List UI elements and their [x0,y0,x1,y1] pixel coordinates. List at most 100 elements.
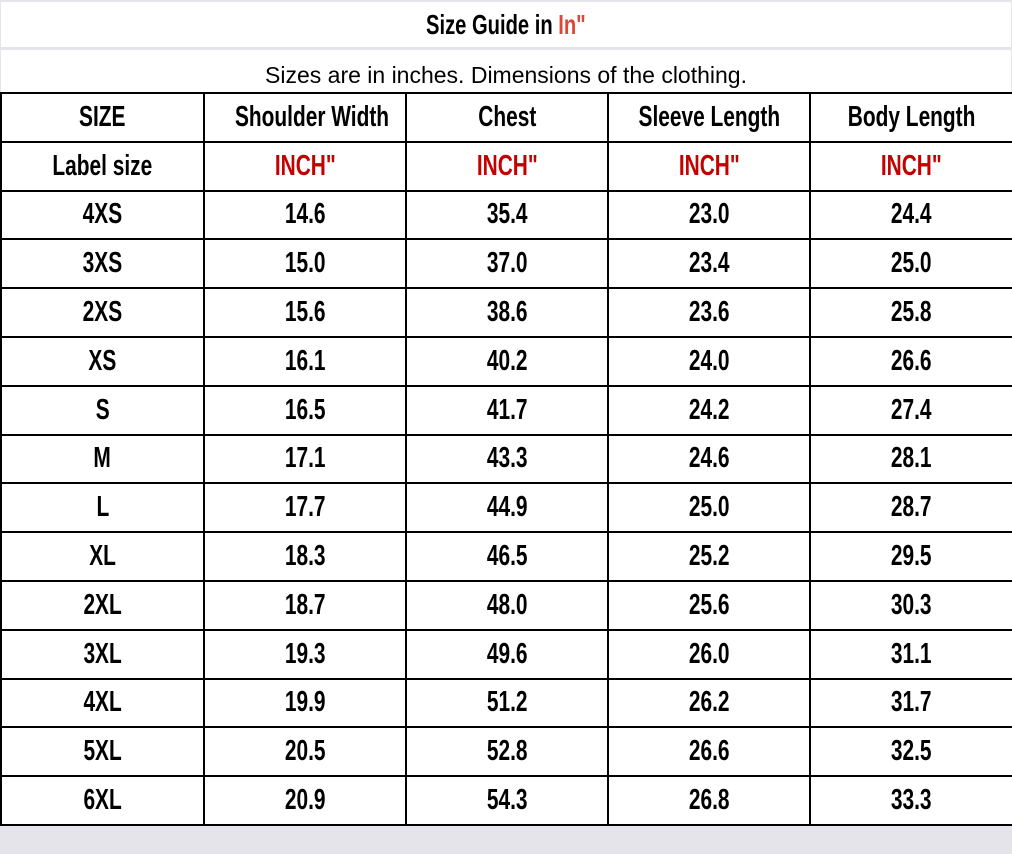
cell-sleeve-length: 23.0 [607,189,811,241]
cell-body-length: 31.1 [809,628,1012,680]
cell-size: Label size [0,140,205,192]
cell-shoulder-width: 14.6 [203,189,407,241]
title-unit: In" [558,8,586,40]
cell-text: 3XS [82,247,123,280]
cell-text: 6XL [83,784,122,817]
cell-shoulder-width: 17.7 [203,482,407,534]
cell-shoulder-width: 19.9 [203,677,407,729]
cell-chest: 49.6 [405,628,609,680]
cell-chest: 44.9 [405,482,609,534]
cell-text: 16.1 [284,344,326,377]
cell-text: 2XS [82,296,123,329]
cell-text: Sleeve Length [638,100,780,133]
cell-text: 38.6 [486,296,528,329]
cell-text: 27.4 [891,393,932,426]
cell-text: Chest [477,100,537,133]
table-row: 3XL 19.3 49.6 26.0 31.1 [0,628,1012,680]
cell-size: 5XL [0,726,205,778]
cell-chest: INCH" [405,140,609,192]
cell-sleeve-length: 24.6 [607,433,811,485]
table-row: 2XS 15.6 38.6 23.6 25.8 [0,287,1012,338]
cell-text: 23.0 [688,198,730,231]
cell-text: 17.7 [284,491,326,524]
cell-size: SIZE [0,92,205,143]
cell-body-length: 28.7 [809,482,1012,534]
cell-size: 3XL [0,628,205,680]
cell-text: 28.1 [891,442,932,475]
cell-body-length: 31.7 [809,677,1012,729]
table-row: S 16.5 41.7 24.2 27.4 [0,384,1012,436]
cell-text: SIZE [79,100,126,133]
cell-text: 48.0 [486,588,528,621]
cell-body-length: 33.3 [809,775,1012,826]
cell-sleeve-length: 25.2 [607,531,811,582]
cell-chest: 51.2 [405,677,609,729]
cell-size: 4XL [0,677,205,729]
cell-text: 4XL [83,686,122,719]
table-row: 4XS 14.6 35.4 23.0 24.4 [0,189,1012,241]
cell-sleeve-length: 23.4 [607,238,811,290]
cell-text: 28.7 [891,491,932,524]
cell-body-length: Body Length [809,92,1012,143]
cell-text: 19.3 [284,637,326,670]
title-bar: Size Guide in In" [1,2,1011,47]
cell-shoulder-width: 16.5 [203,384,407,436]
cell-text: 24.2 [688,393,730,426]
size-table: SIZE Shoulder Width Chest Sleeve Length Body… [0,92,1012,826]
cell-chest: 52.8 [405,726,609,778]
cell-text: 4XS [82,198,123,231]
cell-text: 19.9 [284,686,326,719]
cell-text: 20.9 [284,784,326,817]
table-row: 6XL 20.9 54.3 26.8 33.3 [0,775,1012,826]
cell-text: 31.7 [891,686,932,719]
cell-sleeve-length: 25.6 [607,579,811,631]
cell-text: 51.2 [486,686,528,719]
cell-body-length: 27.4 [809,384,1012,436]
subtitle: Sizes are in inches. Dimensions of the c… [265,62,747,88]
cell-sleeve-length: INCH" [607,140,811,192]
cell-text: 24.4 [891,198,932,231]
cell-text: 26.6 [891,344,932,377]
cell-body-length: 32.5 [809,726,1012,778]
cell-text: INCH" [881,149,942,182]
cell-size: 2XL [0,579,205,631]
cell-chest: 54.3 [405,775,609,826]
cell-body-length: 29.5 [809,531,1012,582]
cell-text: 30.3 [891,588,932,621]
cell-text: 41.7 [486,393,528,426]
cell-text: XS [88,344,117,377]
cell-size: XS [0,335,205,387]
cell-text: 26.2 [688,686,730,719]
table-row: XS 16.1 40.2 24.0 26.6 [0,335,1012,387]
cell-text: 40.2 [486,344,528,377]
cell-text: 25.6 [688,588,730,621]
table-row: L 17.7 44.9 25.0 28.7 [0,482,1012,534]
cell-text: 33.3 [891,784,932,817]
cell-text: S [95,393,110,426]
table-row: 4XL 19.9 51.2 26.2 31.7 [0,677,1012,729]
cell-shoulder-width: 19.3 [203,628,407,680]
table-row: M 17.1 43.3 24.6 28.1 [0,433,1012,485]
cell-text: 26.6 [688,735,730,768]
cell-size: M [0,433,205,485]
cell-text: 26.8 [688,784,730,817]
cell-sleeve-length: 24.2 [607,384,811,436]
cell-chest: 46.5 [405,531,609,582]
cell-text: INCH" [678,149,740,182]
cell-text: 18.7 [284,588,326,621]
cell-text: Label size [52,149,153,182]
cell-sleeve-length: 24.0 [607,335,811,387]
cell-shoulder-width: 17.1 [203,433,407,485]
cell-body-length: 30.3 [809,579,1012,631]
cell-chest: 38.6 [405,287,609,338]
cell-text: 18.3 [284,540,326,573]
units-row: Label size INCH" INCH" INCH" INCH" [0,140,1012,192]
cell-text: 46.5 [486,540,528,573]
cell-text: 43.3 [486,442,528,475]
cell-sleeve-length: 25.0 [607,482,811,534]
header-row: SIZE Shoulder Width Chest Sleeve Length Body… [0,92,1012,143]
cell-shoulder-width: 18.3 [203,531,407,582]
cell-text: 16.5 [284,393,326,426]
cell-shoulder-width: INCH" [203,140,407,192]
cell-text: INCH" [274,149,336,182]
